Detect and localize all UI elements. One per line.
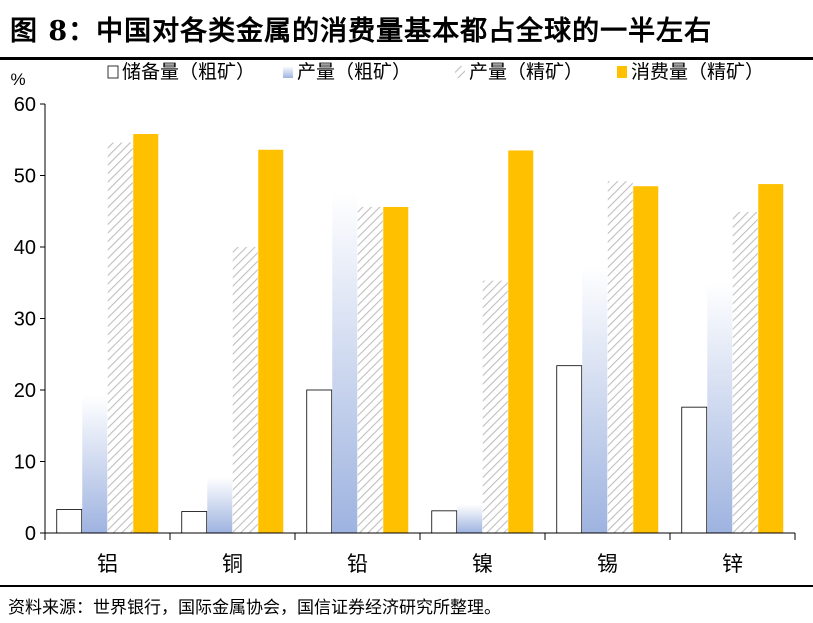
bar-hatch-锡 xyxy=(607,181,633,533)
bar-hatch-镍 xyxy=(482,280,508,533)
legend-label: 产量（精矿） xyxy=(469,61,583,83)
y-tick-label: 30 xyxy=(14,309,36,331)
y-tick-label: 60 xyxy=(14,94,36,116)
legend-label: 储备量（粗矿） xyxy=(122,61,255,83)
bar-hatch-铅 xyxy=(357,206,383,533)
bar-gold-镍 xyxy=(508,150,534,533)
x-tick-label: 铅 xyxy=(347,552,368,576)
y-axis-unit-label: % xyxy=(10,70,25,89)
bar-gold-铅 xyxy=(383,206,409,533)
x-tick-label: 锡 xyxy=(597,552,618,576)
bar-white-锌 xyxy=(681,406,708,534)
legend-swatch xyxy=(617,66,627,78)
bar-white-铜 xyxy=(181,511,208,534)
bar-blue-gradient-锌 xyxy=(707,282,733,533)
bar-blue-gradient-锡 xyxy=(582,266,608,533)
bar-blue-gradient-镍 xyxy=(457,504,483,533)
chart-title: 图 8：中国对各类金属的消费量基本都占全球的一半左右 xyxy=(10,16,713,47)
bar-white-锡 xyxy=(556,365,583,534)
title-bar: 图 8：中国对各类金属的消费量基本都占全球的一半左右 xyxy=(0,0,813,60)
bar-gold-铝 xyxy=(133,134,159,533)
y-tick-label: 10 xyxy=(14,452,36,474)
legend-label: 消费量（精矿） xyxy=(631,61,764,83)
y-tick-label: 20 xyxy=(14,380,36,402)
y-tick-label: 0 xyxy=(25,523,36,545)
bar-hatch-锌 xyxy=(732,211,758,533)
bar-white-镍 xyxy=(431,510,458,534)
bar-chart: 0 10 20 30 40 50 60% 铝 铜 铅 镍 锡 锌 储备量（粗矿） 产量（粗矿） 产量（精矿）… xyxy=(10,61,796,576)
bar-blue-gradient-铜 xyxy=(207,477,233,533)
legend-label: 产量（粗矿） xyxy=(297,61,411,83)
legend-swatch xyxy=(455,66,465,78)
legend-swatch xyxy=(107,65,119,79)
bar-blue-gradient-铅 xyxy=(332,192,358,533)
bar-white-铅 xyxy=(306,389,333,534)
bar-white-铝 xyxy=(56,509,83,534)
x-tick-label: 镍 xyxy=(472,552,493,576)
x-tick-label: 锌 xyxy=(722,552,743,576)
y-tick-label: 50 xyxy=(14,166,36,188)
bar-gold-铜 xyxy=(258,149,284,533)
source-note: 资料来源：世界银行，国际金属协会，国信证券经济研究所整理。 xyxy=(8,598,501,618)
legend-swatch xyxy=(283,66,293,78)
x-tick-label: 铝 xyxy=(97,552,118,576)
bar-gold-锡 xyxy=(633,186,659,533)
bar-blue-gradient-铝 xyxy=(82,395,108,533)
bar-hatch-铝 xyxy=(107,142,133,534)
bar-gold-锌 xyxy=(758,184,784,533)
bar-hatch-铜 xyxy=(232,247,258,533)
footer: 资料来源：世界银行，国际金属协会，国信证券经济研究所整理。 xyxy=(0,585,813,623)
x-tick-label: 铜 xyxy=(222,552,243,576)
y-tick-label: 40 xyxy=(14,237,36,259)
